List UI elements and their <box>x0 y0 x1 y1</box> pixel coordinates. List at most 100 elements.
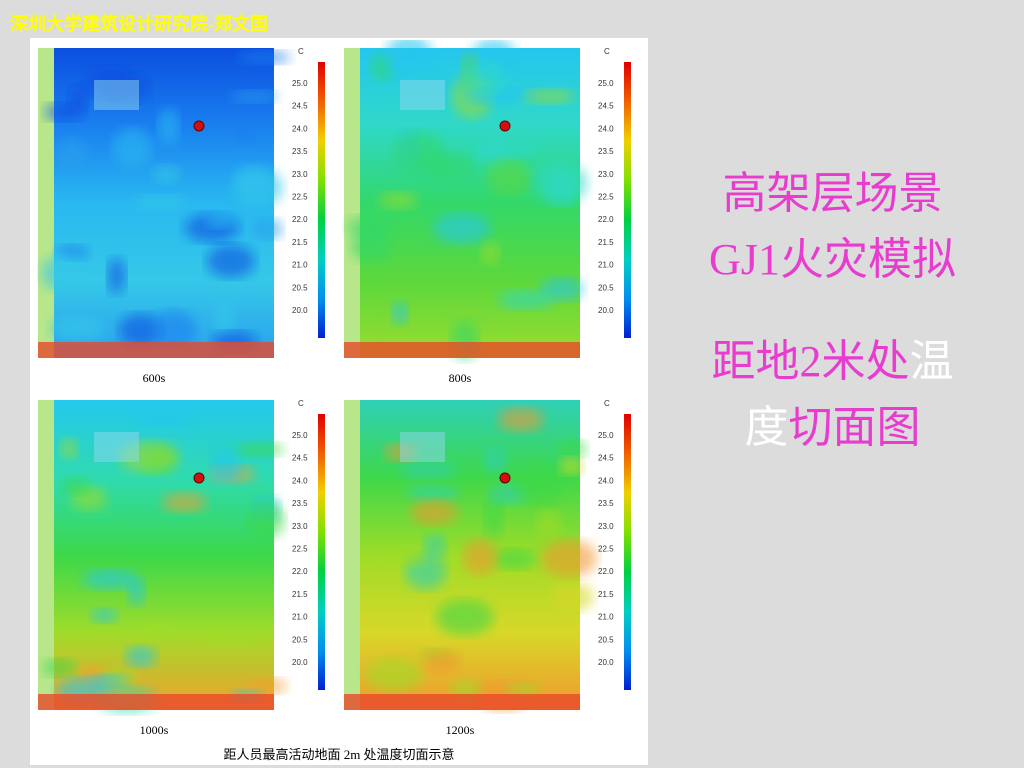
blob <box>62 477 91 496</box>
scale-label: 25.0 <box>292 431 308 440</box>
blob <box>205 211 236 229</box>
blob <box>236 50 291 64</box>
scale-label: 21.5 <box>598 590 614 599</box>
figure: 距人员最高活动地面 2m 处温度切面示意 C 25.0 24.5 24.0 23.5 23… <box>30 38 648 765</box>
blob <box>90 608 118 624</box>
scale-label: 22.0 <box>292 215 308 224</box>
blob <box>556 439 588 458</box>
blob <box>559 457 584 476</box>
blob <box>539 277 584 301</box>
inlet <box>94 80 139 110</box>
blob <box>232 168 283 207</box>
scale-label: 20.5 <box>292 283 308 292</box>
blob <box>44 103 85 121</box>
blob <box>486 158 532 197</box>
blob <box>493 548 537 570</box>
blob <box>206 244 256 278</box>
scale-label: 24.0 <box>292 476 308 485</box>
blob <box>162 492 207 513</box>
scale-label: 23.0 <box>292 522 308 531</box>
floor-band <box>344 342 580 358</box>
scale-label: 21.0 <box>598 261 614 270</box>
colorbar <box>318 414 325 690</box>
scale-label: 21.5 <box>292 590 308 599</box>
unit: C <box>298 47 304 56</box>
blob <box>497 407 544 432</box>
blob <box>399 462 457 479</box>
blob <box>42 658 77 677</box>
panel-caption: 1000s <box>139 723 169 737</box>
colorbar <box>318 62 325 338</box>
blob <box>57 138 87 170</box>
blob <box>536 509 562 542</box>
scale-label: 25.0 <box>598 431 614 440</box>
floor-band <box>344 694 580 710</box>
blob <box>213 299 235 336</box>
title-line: GJ1火灾模拟 <box>709 235 956 284</box>
blob <box>125 645 157 668</box>
figure-caption: 距人员最高活动地面 2m 处温度切面示意 <box>223 747 455 762</box>
blob <box>422 649 461 674</box>
inlet <box>400 80 445 110</box>
scale-label: 25.0 <box>598 79 614 88</box>
panel-caption: 800s <box>448 371 472 385</box>
scale-label: 25.0 <box>292 79 308 88</box>
side-strip <box>38 48 54 358</box>
blob <box>497 290 554 310</box>
blob <box>483 495 504 538</box>
scale-label: 21.0 <box>598 613 614 622</box>
blob <box>350 230 392 262</box>
blob <box>112 128 152 169</box>
blob <box>364 657 424 693</box>
panel-caption: 1200s <box>445 723 475 737</box>
blob <box>245 678 288 694</box>
blob <box>504 682 541 698</box>
blob <box>461 60 508 100</box>
scale-label: 24.5 <box>292 454 308 463</box>
scale-label: 23.5 <box>598 147 614 156</box>
scale-label: 22.5 <box>598 193 614 202</box>
blob <box>127 577 146 607</box>
scale-label: 23.0 <box>598 522 614 531</box>
title-line: 高架层场景 <box>722 169 943 218</box>
blob <box>210 448 242 484</box>
scale-label: 22.0 <box>598 567 614 576</box>
blob <box>385 40 432 78</box>
scale-label: 24.0 <box>598 476 614 485</box>
fire-source <box>499 120 511 132</box>
blob <box>378 192 419 209</box>
blob <box>150 310 197 349</box>
blob <box>409 499 459 525</box>
scale-label: 24.5 <box>598 102 614 111</box>
blob <box>391 300 409 325</box>
panel-caption: 600s <box>142 371 166 385</box>
blob <box>204 630 256 647</box>
blob <box>234 442 285 457</box>
blob <box>532 162 588 204</box>
title-text: 温 <box>909 337 954 386</box>
blob <box>398 548 426 566</box>
blob <box>435 599 494 636</box>
scale-label: 23.5 <box>292 147 308 156</box>
scale-label: 24.5 <box>598 454 614 463</box>
scale-label: 22.0 <box>292 567 308 576</box>
fire-source <box>499 472 511 484</box>
inlet <box>400 432 445 462</box>
scale-label: 20.5 <box>598 635 614 644</box>
blob <box>406 485 460 502</box>
colorbar <box>624 62 631 338</box>
side-strip <box>38 400 54 710</box>
blob <box>107 257 126 295</box>
side-strip <box>344 48 360 358</box>
blob <box>432 212 491 244</box>
scale-label: 22.5 <box>598 545 614 554</box>
title-text: 距地2米处 <box>711 337 910 386</box>
blob <box>230 90 278 103</box>
blob <box>393 131 445 173</box>
scale-label: 22.5 <box>292 193 308 202</box>
blob <box>550 582 594 612</box>
blob <box>118 313 162 347</box>
inlet <box>94 432 139 462</box>
blob <box>423 533 446 558</box>
